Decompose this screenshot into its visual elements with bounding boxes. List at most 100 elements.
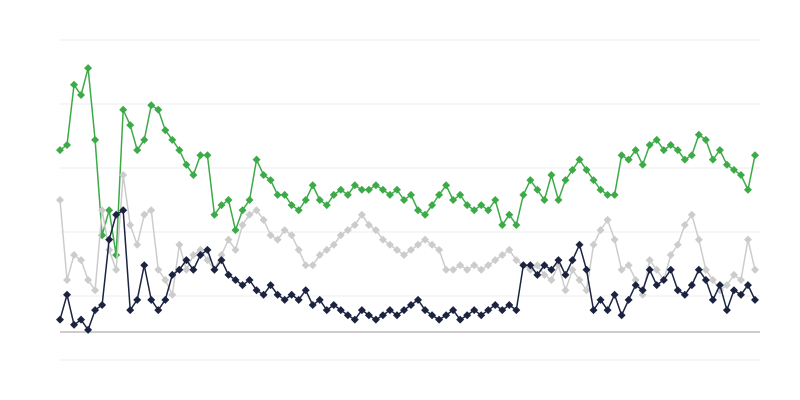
data-point	[638, 286, 647, 295]
data-point	[196, 151, 205, 160]
data-point	[385, 190, 394, 199]
data-point	[392, 185, 401, 194]
data-point	[168, 290, 177, 299]
data-point	[203, 245, 212, 254]
data-point	[673, 240, 682, 249]
data-point	[378, 235, 387, 244]
data-point	[294, 206, 303, 215]
data-point	[259, 215, 268, 224]
data-point	[407, 190, 416, 199]
data-point	[638, 160, 647, 169]
data-point	[210, 210, 219, 219]
data-point	[491, 300, 500, 309]
data-point	[582, 165, 591, 174]
data-point	[182, 265, 191, 274]
data-point	[273, 190, 282, 199]
series	[56, 64, 759, 260]
data-point	[70, 251, 79, 260]
data-point	[322, 306, 331, 315]
data-point	[98, 206, 107, 215]
data-point	[112, 265, 121, 274]
data-point	[252, 155, 261, 164]
data-point	[631, 276, 640, 284]
data-point	[421, 210, 430, 219]
data-point	[645, 256, 654, 265]
data-point	[589, 240, 598, 249]
data-point	[470, 206, 479, 215]
data-point	[519, 190, 528, 199]
data-point	[624, 155, 633, 164]
data-point	[140, 210, 149, 219]
data-point	[743, 281, 752, 290]
data-point	[112, 210, 121, 219]
data-point	[399, 306, 408, 315]
data-point	[540, 261, 549, 270]
data-point	[673, 146, 682, 155]
data-point	[512, 220, 521, 229]
data-point	[491, 256, 500, 265]
data-point	[294, 245, 303, 254]
data-point	[498, 306, 507, 315]
data-point	[449, 265, 458, 274]
data-point	[666, 251, 675, 260]
data-point	[322, 245, 331, 254]
data-point	[175, 265, 184, 274]
data-point	[589, 176, 598, 185]
data-point	[287, 231, 296, 240]
data-point	[371, 181, 380, 190]
data-point	[63, 276, 72, 284]
data-point	[217, 201, 226, 210]
data-point	[722, 160, 731, 169]
data-point	[477, 311, 486, 320]
data-point	[484, 261, 493, 270]
data-point	[540, 196, 549, 204]
data-point	[238, 206, 247, 215]
data-point	[442, 181, 451, 190]
data-point	[687, 210, 696, 219]
data-point	[140, 261, 149, 270]
series-line	[59, 67, 756, 256]
data-point	[287, 290, 296, 299]
data-point	[126, 121, 135, 130]
data-point	[196, 251, 205, 260]
data-point	[126, 220, 135, 229]
data-point	[533, 261, 542, 270]
data-point	[449, 306, 458, 315]
data-point	[189, 171, 198, 180]
data-point	[505, 300, 514, 309]
data-point	[168, 135, 177, 144]
data-point	[252, 206, 261, 215]
data-point	[505, 245, 514, 254]
data-point	[308, 261, 317, 270]
data-point	[435, 245, 444, 254]
data-point	[589, 306, 598, 315]
data-point	[154, 306, 163, 315]
data-point	[680, 290, 689, 299]
data-point	[77, 256, 86, 265]
data-point	[715, 281, 724, 290]
data-point	[435, 190, 444, 199]
data-point	[133, 146, 142, 155]
data-point	[561, 176, 570, 185]
data-point	[371, 315, 380, 324]
data-point	[470, 306, 479, 315]
data-point	[708, 295, 717, 304]
data-point	[56, 196, 64, 204]
data-point	[687, 151, 696, 160]
data-point	[378, 185, 387, 194]
data-point	[477, 201, 486, 210]
data-point	[119, 206, 128, 215]
data-point	[168, 270, 177, 279]
data-point	[245, 276, 254, 284]
data-point	[680, 155, 689, 164]
data-point	[596, 226, 605, 235]
data-point	[364, 311, 373, 320]
data-point	[407, 300, 416, 309]
data-point	[343, 190, 352, 199]
data-point	[751, 265, 759, 274]
data-point	[287, 201, 296, 210]
data-point	[273, 235, 282, 244]
data-point	[63, 140, 72, 149]
data-point	[442, 265, 451, 274]
